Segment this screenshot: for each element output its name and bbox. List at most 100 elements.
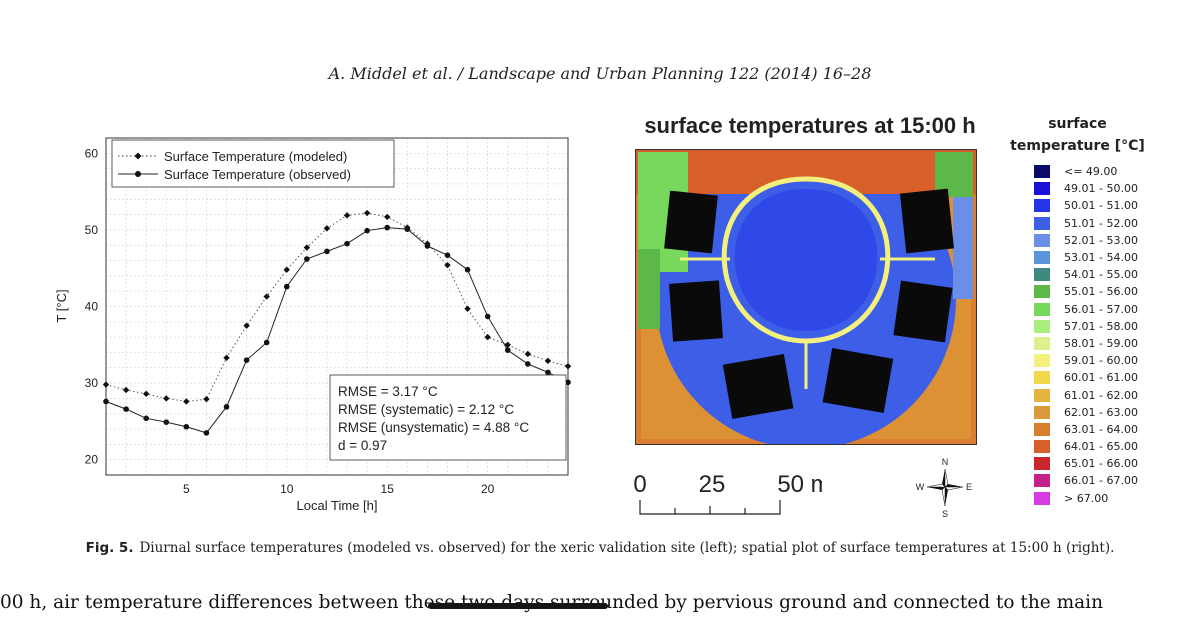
- scroll-indicator[interactable]: [428, 603, 608, 609]
- legend-item: 62.01 - 63.00: [1034, 404, 1138, 421]
- scale-label-50: 50 m: [777, 471, 822, 498]
- plot-frame: [105, 137, 569, 476]
- point-observed: [504, 347, 511, 353]
- map-frame: [635, 149, 977, 445]
- legend-item: 58.01 - 59.00: [1034, 335, 1138, 352]
- map-center-inner: [734, 189, 878, 331]
- point-observed: [364, 227, 370, 234]
- legend-title: surface temperature [°C]: [1010, 113, 1145, 157]
- point-observed: [484, 313, 491, 320]
- legend-item: 51.01 - 52.00: [1034, 215, 1138, 232]
- legend-item: 49.01 - 50.00: [1034, 180, 1138, 197]
- legend-swatch: [1034, 491, 1050, 505]
- x-tick-label: 5: [183, 482, 190, 496]
- point-observed: [203, 430, 210, 436]
- point-modeled: [464, 305, 471, 312]
- point-observed: [384, 224, 391, 231]
- figure-caption: Fig. 5. Diurnal surface temperatures (mod…: [0, 540, 1200, 556]
- legend-swatch: [1034, 216, 1050, 230]
- legend-item: 53.01 - 54.00: [1034, 249, 1138, 266]
- compass-star-light: [926, 468, 964, 507]
- stats-line-3: RMSE (unsystematic) = 4.88 °C: [338, 420, 529, 435]
- legend-swatch: [1034, 422, 1050, 436]
- legend-label: 59.01 - 60.00: [1064, 354, 1138, 368]
- series-modeled-line: [105, 212, 569, 402]
- point-modeled: [444, 261, 451, 269]
- legend-item: 60.01 - 61.00: [1034, 369, 1138, 386]
- legend-label: 61.01 - 62.00: [1064, 388, 1138, 402]
- legend-label: 63.01 - 64.00: [1064, 422, 1138, 436]
- map-building-5: [722, 354, 794, 419]
- legend-swatch: [1034, 268, 1050, 282]
- legend-item: 50.01 - 51.00: [1034, 197, 1138, 214]
- legend-item: 64.01 - 65.00: [1034, 438, 1138, 455]
- legend-label: 57.01 - 58.00: [1064, 319, 1138, 333]
- map-building-2: [899, 188, 955, 254]
- point-modeled: [102, 381, 110, 388]
- legend-label: 52.01 - 53.00: [1064, 233, 1138, 247]
- point-modeled: [183, 398, 190, 405]
- point-modeled: [223, 354, 230, 362]
- y-tick-label: 30: [85, 376, 99, 390]
- legend-item: 55.01 - 56.00: [1034, 283, 1138, 300]
- legend-swatch: [1034, 165, 1050, 179]
- point-observed: [344, 240, 350, 247]
- point-observed: [183, 423, 190, 430]
- legend-label: 49.01 - 50.00: [1064, 182, 1138, 196]
- map-left-strip: [638, 249, 660, 329]
- temperature-map: [635, 149, 977, 445]
- legend-label: 60.01 - 61.00: [1064, 371, 1138, 385]
- legend-item: 65.01 - 66.00: [1034, 455, 1138, 472]
- compass-n: N: [942, 457, 949, 467]
- compass-s: S: [942, 509, 948, 519]
- legend-item: 61.01 - 62.00: [1034, 386, 1138, 403]
- point-observed: [324, 248, 330, 255]
- point-observed: [464, 266, 471, 273]
- scale-label-25: 25: [699, 471, 726, 498]
- series-observed-line: [105, 227, 569, 434]
- scale-bar: 0 25 50 m: [633, 471, 822, 515]
- point-modeled: [323, 225, 331, 232]
- stats-line-2: RMSE (systematic) = 2.12 °C: [338, 402, 514, 417]
- point-observed: [565, 379, 571, 386]
- legend-item: <= 49.00: [1034, 163, 1138, 180]
- scale-label-0: 0: [633, 471, 646, 498]
- y-tick-label: 20: [85, 453, 99, 467]
- legend-title-line-2: temperature [°C]: [1010, 138, 1145, 154]
- point-observed: [123, 406, 129, 412]
- caption-text: Diurnal surface temperatures (modeled vs…: [139, 540, 1115, 556]
- legend-label: 50.01 - 51.00: [1064, 199, 1138, 213]
- legend-swatch: [1034, 319, 1050, 333]
- point-modeled: [303, 244, 311, 251]
- point-observed: [424, 243, 431, 249]
- point-observed: [143, 415, 149, 422]
- legend-swatch: [1034, 440, 1050, 454]
- y-tick-label: 50: [85, 223, 99, 237]
- legend-swatch: [1034, 474, 1050, 488]
- journal-header: A. Middel et al. / Landscape and Urban P…: [328, 64, 872, 83]
- stats-frame: [329, 374, 567, 461]
- legend-item: 59.01 - 60.00: [1034, 352, 1138, 369]
- legend-swatch: [1034, 302, 1050, 316]
- legend-item: 56.01 - 57.00: [1034, 301, 1138, 318]
- map-building-3: [669, 280, 723, 342]
- legend-swatch: [1034, 285, 1050, 299]
- map-building-6: [822, 348, 894, 413]
- body-text: 00 h, air temperature differences betwee…: [0, 592, 1103, 613]
- stats-box: RMSE = 3.17 °C RMSE (systematic) = 2.12 …: [329, 374, 567, 461]
- legend-modeled-label: Surface Temperature (modeled): [164, 149, 347, 164]
- legend-label: 53.01 - 54.00: [1064, 251, 1138, 265]
- point-modeled: [524, 350, 532, 358]
- legend-item: 52.01 - 53.00: [1034, 232, 1138, 249]
- legend-swatch: [1034, 388, 1050, 402]
- legend-label: 66.01 - 67.00: [1064, 474, 1138, 488]
- point-observed: [545, 369, 551, 376]
- point-modeled: [363, 209, 371, 217]
- legend-swatch: [1034, 371, 1050, 385]
- legend-label: 64.01 - 65.00: [1064, 440, 1138, 454]
- legend-label: 62.01 - 63.00: [1064, 405, 1138, 419]
- chart-series: [102, 209, 572, 436]
- legend-item: 66.01 - 67.00: [1034, 472, 1138, 489]
- point-observed: [525, 361, 531, 367]
